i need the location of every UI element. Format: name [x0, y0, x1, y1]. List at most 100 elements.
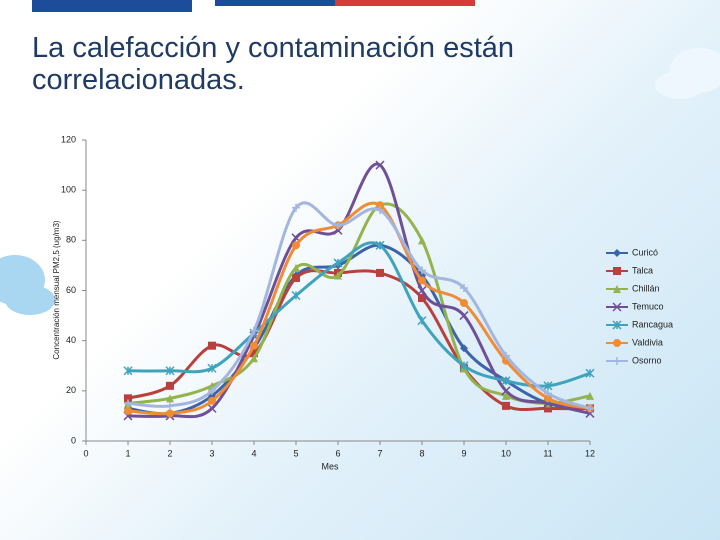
line	[127, 162, 591, 419]
marker	[123, 366, 133, 376]
marker	[292, 241, 300, 250]
x-tick-label: 1	[125, 448, 130, 458]
marker	[418, 236, 426, 245]
marker	[613, 285, 621, 293]
marker	[250, 349, 258, 358]
marker	[501, 386, 511, 396]
legend-label: Talca	[632, 265, 653, 275]
marker	[334, 221, 342, 230]
marker	[612, 302, 622, 312]
marker	[459, 361, 469, 371]
line	[127, 201, 591, 416]
y-tick-label: 60	[66, 285, 76, 295]
x-tick-label: 9	[461, 448, 466, 458]
marker	[292, 263, 300, 272]
x-tick-label: 12	[585, 448, 595, 458]
marker	[166, 394, 174, 403]
marker	[376, 206, 384, 215]
marker	[586, 391, 594, 400]
marker	[376, 268, 384, 277]
marker	[124, 406, 132, 415]
marker	[613, 267, 621, 275]
marker	[544, 404, 552, 413]
marker	[418, 266, 426, 275]
series	[124, 201, 594, 413]
legend-label: Osorno	[632, 355, 662, 365]
marker	[544, 389, 552, 398]
x-axis-label: Mes	[321, 461, 339, 471]
marker	[250, 354, 258, 363]
marker	[208, 341, 216, 350]
marker	[501, 376, 511, 386]
marker	[502, 401, 510, 410]
marker	[375, 240, 385, 250]
stripe	[215, 0, 335, 6]
marker	[460, 299, 468, 308]
marker	[333, 258, 343, 268]
marker	[417, 285, 427, 296]
marker	[166, 381, 174, 390]
marker	[612, 320, 622, 330]
marker	[418, 294, 426, 303]
series	[123, 240, 595, 391]
cloud	[0, 255, 55, 315]
line	[127, 241, 591, 388]
cloud	[655, 48, 720, 99]
x-tick-label: 2	[167, 448, 172, 458]
legend-label: Chillán	[632, 283, 660, 293]
marker	[613, 249, 621, 257]
y-tick-label: 120	[61, 134, 76, 144]
marker	[291, 290, 301, 301]
marker	[166, 409, 174, 418]
marker	[124, 399, 132, 408]
marker	[613, 339, 621, 347]
y-axis-label: Concentración mensual PM2,5 (ug/m3)	[52, 220, 61, 360]
legend-label: Rancagua	[632, 319, 673, 329]
marker	[208, 386, 216, 395]
marker	[460, 344, 468, 353]
x-tick-label: 10	[501, 448, 511, 458]
marker	[586, 404, 594, 413]
legend-label: Curicó	[632, 247, 658, 257]
marker	[250, 341, 258, 350]
legend-label: Valdivia	[632, 337, 663, 347]
y-tick-label: 80	[66, 235, 76, 245]
x-tick-label: 0	[83, 448, 88, 458]
x-tick-label: 4	[251, 448, 256, 458]
marker	[292, 273, 300, 282]
y-tick-label: 100	[61, 185, 76, 195]
marker	[165, 366, 175, 376]
marker	[502, 391, 510, 400]
marker	[334, 271, 342, 280]
marker	[544, 394, 552, 403]
x-tick-label: 6	[335, 448, 340, 458]
marker	[292, 203, 300, 212]
x-tick-label: 3	[209, 448, 214, 458]
marker	[417, 316, 427, 326]
marker	[543, 381, 553, 391]
marker	[250, 326, 258, 335]
marker	[208, 396, 216, 405]
marker	[124, 394, 132, 403]
stripe	[335, 0, 475, 6]
marker	[585, 368, 595, 378]
stripe	[32, 0, 192, 12]
marker	[207, 363, 217, 373]
marker	[613, 357, 621, 365]
marker	[459, 311, 469, 321]
marker	[207, 403, 217, 413]
x-tick-label: 11	[543, 448, 552, 458]
marker	[502, 351, 510, 360]
legend-label: Temuco	[632, 301, 664, 311]
slide-title: La calefacción y contaminación están cor…	[32, 32, 515, 96]
marker	[166, 401, 174, 410]
x-tick-label: 5	[293, 448, 298, 458]
x-tick-label: 7	[377, 448, 382, 458]
marker	[460, 283, 468, 292]
marker	[375, 160, 385, 170]
marker	[376, 201, 384, 210]
x-tick-label: 8	[419, 448, 424, 458]
